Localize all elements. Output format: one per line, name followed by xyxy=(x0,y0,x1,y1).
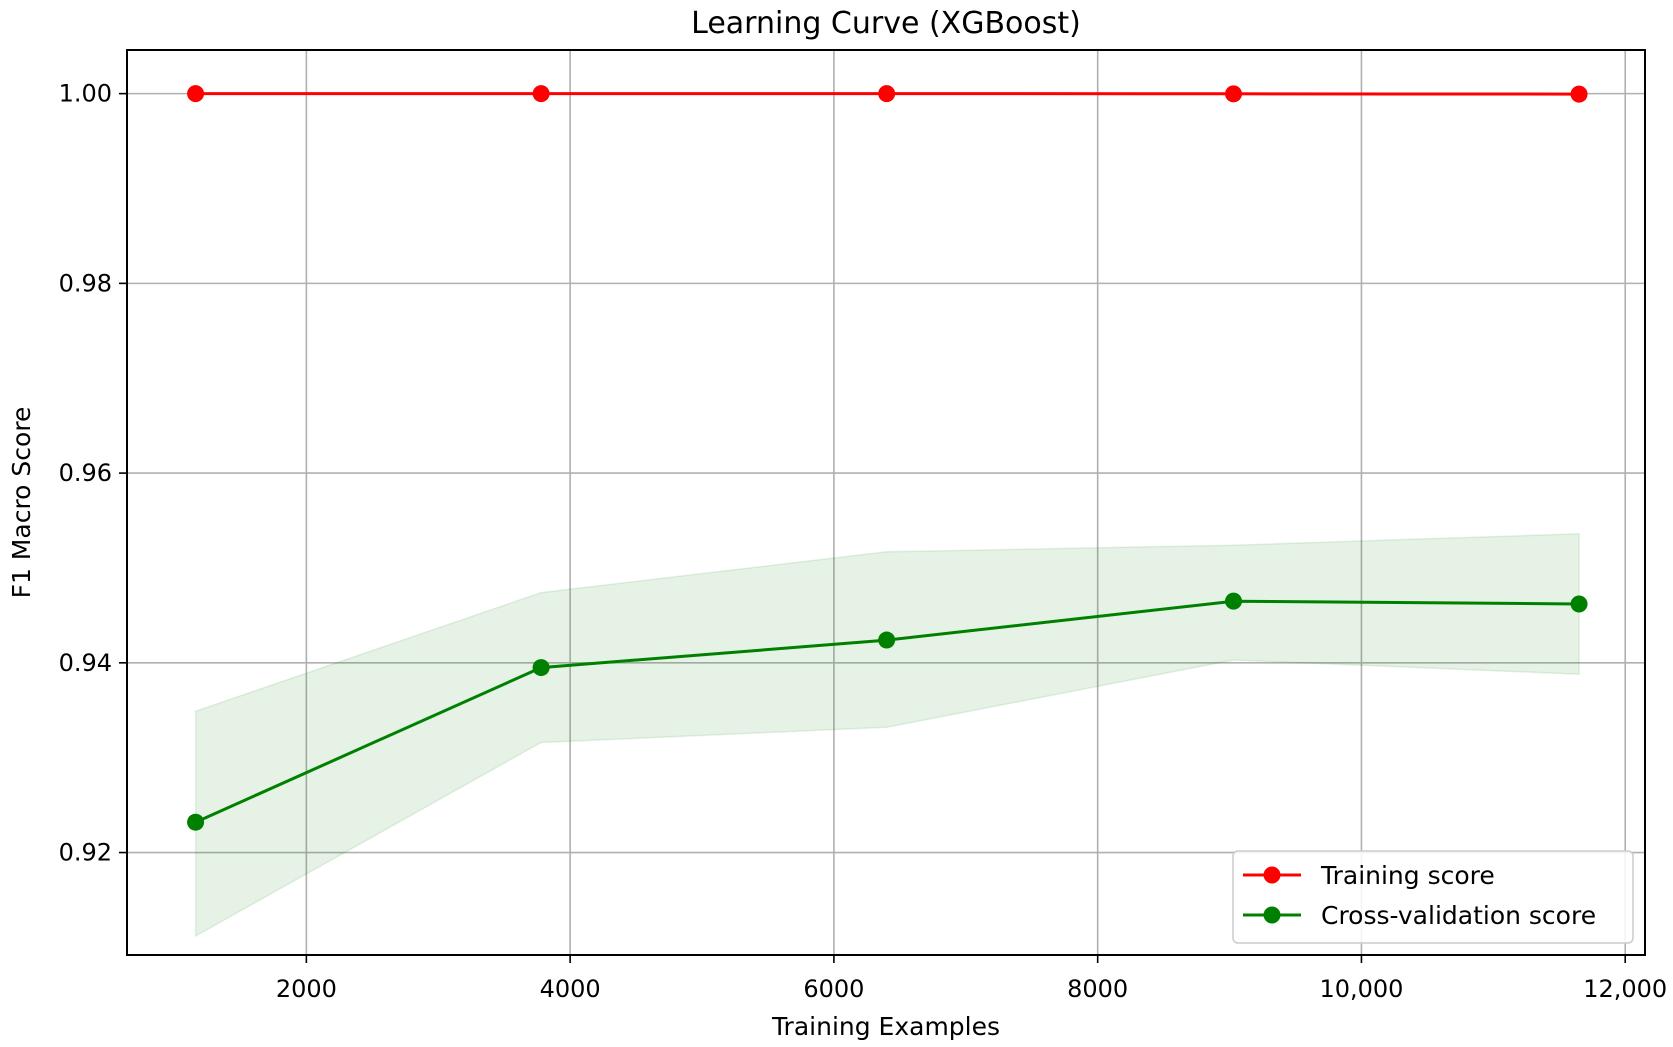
training-score-point xyxy=(532,85,550,103)
cv-score-point xyxy=(532,659,550,677)
x-tick-label: 10,000 xyxy=(1319,975,1403,1003)
legend-training-score-label: Training score xyxy=(1320,861,1495,890)
cv-score-point xyxy=(1570,595,1588,613)
cv-score-point xyxy=(878,631,896,649)
x-tick-label: 12,000 xyxy=(1583,975,1667,1003)
legend-cv-score-label: Cross-validation score xyxy=(1321,901,1596,930)
training-score-point xyxy=(1570,85,1588,103)
x-tick-label: 4000 xyxy=(540,975,601,1003)
legend-training-score-marker xyxy=(1263,866,1281,884)
y-tick-label: 0.92 xyxy=(59,839,112,867)
x-tick-label: 6000 xyxy=(803,975,864,1003)
x-tick-label: 8000 xyxy=(1067,975,1128,1003)
band-layer xyxy=(194,533,1580,938)
cv-score-point xyxy=(1225,592,1243,610)
legend-cv-score-marker xyxy=(1263,906,1281,924)
y-ticks: 0.92 0.94 0.96 0.98 1.00 xyxy=(59,80,127,867)
training-score-point xyxy=(187,85,205,103)
cv-score-point xyxy=(187,813,205,831)
y-tick-label: 0.94 xyxy=(59,649,112,677)
legend: Training score Cross-validation score xyxy=(1232,850,1634,944)
y-tick-label: 0.96 xyxy=(59,459,112,487)
chart-title: Learning Curve (XGBoost) xyxy=(691,6,1081,41)
y-tick-label: 1.00 xyxy=(59,80,112,108)
training-score-point xyxy=(1225,85,1243,103)
x-tick-label: 2000 xyxy=(276,975,337,1003)
y-tick-label: 0.98 xyxy=(59,269,112,297)
plot-frame xyxy=(126,49,1646,956)
legend-box xyxy=(1232,850,1634,944)
training-score-point xyxy=(878,85,896,103)
y-axis-label: F1 Macro Score xyxy=(7,407,36,599)
x-ticks: 2000 4000 6000 8000 10,000 12,000 xyxy=(276,955,1667,1003)
x-axis-label: Training Examples xyxy=(771,1012,1000,1041)
cv-score-band xyxy=(194,533,1580,938)
series-layer xyxy=(187,85,1588,831)
